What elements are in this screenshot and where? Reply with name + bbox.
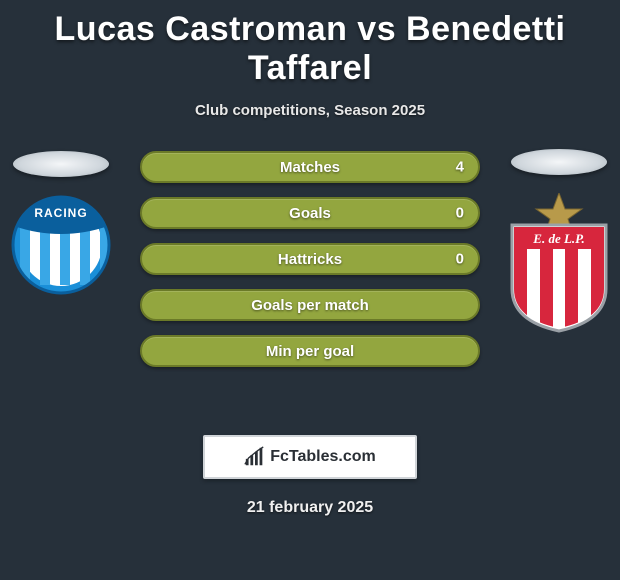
date-text: 21 february 2025 — [0, 499, 620, 517]
bar-chart-icon — [244, 446, 266, 468]
player-right-col: E. de L.P. — [504, 149, 614, 333]
player-left-col: RACING — [6, 151, 116, 295]
page-title: Lucas Castroman vs Benedetti Taffarel — [0, 0, 620, 88]
racing-text: RACING — [34, 206, 87, 220]
stat-row-min-per-goal: Min per goal — [140, 335, 480, 367]
subtitle: Club competitions, Season 2025 — [0, 102, 620, 119]
stat-row-hattricks: Hattricks 0 — [140, 243, 480, 275]
stat-value-right: 4 — [456, 159, 464, 176]
stat-row-goals-per-match: Goals per match — [140, 289, 480, 321]
estudiantes-text: E. de L.P. — [532, 231, 584, 246]
stat-label: Min per goal — [266, 343, 354, 360]
stat-row-matches: Matches 4 — [140, 151, 480, 183]
player-right-placeholder — [511, 149, 607, 175]
racing-badge-icon: RACING — [11, 195, 111, 295]
brand-text: FcTables.com — [270, 448, 376, 466]
brand-box[interactable]: FcTables.com — [203, 435, 417, 479]
stat-label: Matches — [280, 159, 340, 176]
club-badge-right: E. de L.P. — [504, 193, 614, 333]
stats-list: Matches 4 Goals 0 Hattricks 0 Goals per … — [140, 151, 480, 367]
estudiantes-badge-icon: E. de L.P. — [504, 193, 614, 333]
player-left-placeholder — [13, 151, 109, 177]
club-badge-left: RACING — [11, 195, 111, 295]
stat-value-right: 0 — [456, 205, 464, 222]
stat-label: Hattricks — [278, 251, 342, 268]
stat-row-goals: Goals 0 — [140, 197, 480, 229]
stat-value-right: 0 — [456, 251, 464, 268]
stat-label: Goals — [289, 205, 331, 222]
comparison-area: RACING — [0, 151, 620, 411]
stat-label: Goals per match — [251, 297, 369, 314]
